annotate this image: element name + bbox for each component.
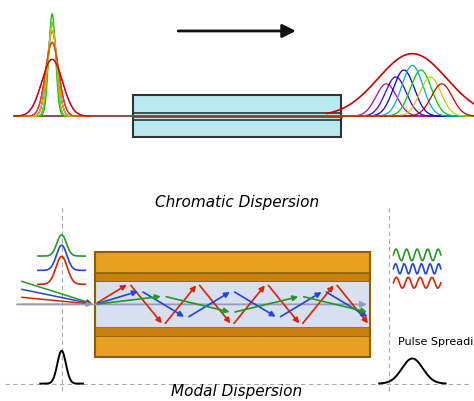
Bar (95, 253, 370, 273)
Text: Pulse Spreading: Pulse Spreading (398, 336, 474, 346)
Bar (95, 336, 370, 356)
Bar (95, 282, 370, 328)
Bar (95, 273, 370, 282)
Bar (95, 253, 370, 356)
Bar (95, 328, 370, 336)
Bar (133, 96, 341, 138)
Text: Chromatic Dispersion: Chromatic Dispersion (155, 194, 319, 209)
Text: Modal Dispersion: Modal Dispersion (172, 383, 302, 398)
